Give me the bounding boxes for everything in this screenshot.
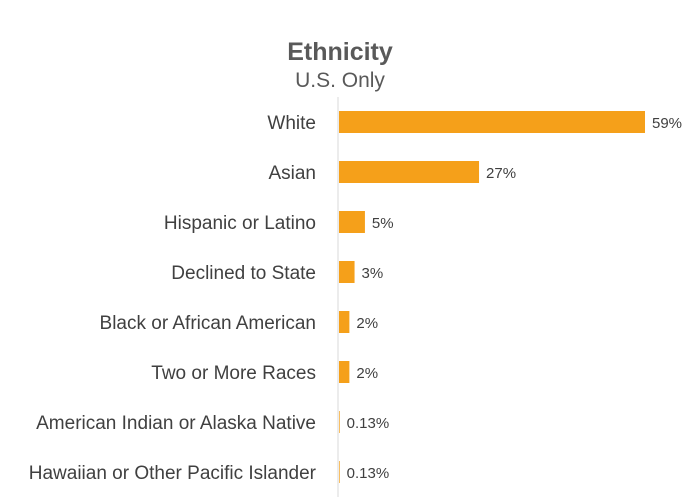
bar-2 — [339, 211, 365, 233]
category-label-5: Two or More Races — [151, 363, 316, 384]
chart-subtitle: U.S. Only — [295, 69, 385, 92]
bar-6 — [339, 411, 340, 433]
chart-title: Ethnicity — [287, 38, 393, 66]
data-label-2: 5% — [372, 215, 394, 232]
data-label-7: 0.13% — [347, 465, 390, 482]
plot-area: White 59% Asian 27% Hispanic or Latino 5% Decl… — [29, 111, 682, 484]
bar-4 — [339, 311, 350, 333]
data-label-3: 3% — [362, 265, 384, 282]
category-label-1: Asian — [268, 163, 316, 184]
data-label-1: 27% — [486, 165, 516, 182]
category-label-3: Declined to State — [171, 263, 316, 284]
category-label-4: Black or African American — [100, 313, 316, 334]
data-label-6: 0.13% — [347, 415, 390, 432]
category-label-7: Hawaiian or Other Pacific Islander — [29, 463, 317, 484]
data-label-4: 2% — [356, 315, 378, 332]
data-label-5: 2% — [356, 365, 378, 382]
bar-3 — [339, 261, 355, 283]
bar-1 — [339, 161, 480, 183]
data-label-0: 59% — [652, 115, 682, 132]
bar-0 — [339, 111, 645, 133]
bar-5 — [339, 361, 350, 383]
category-label-0: White — [267, 113, 316, 134]
category-label-6: American Indian or Alaska Native — [36, 413, 316, 434]
category-label-2: Hispanic or Latino — [164, 213, 316, 234]
bar-7 — [339, 461, 340, 483]
